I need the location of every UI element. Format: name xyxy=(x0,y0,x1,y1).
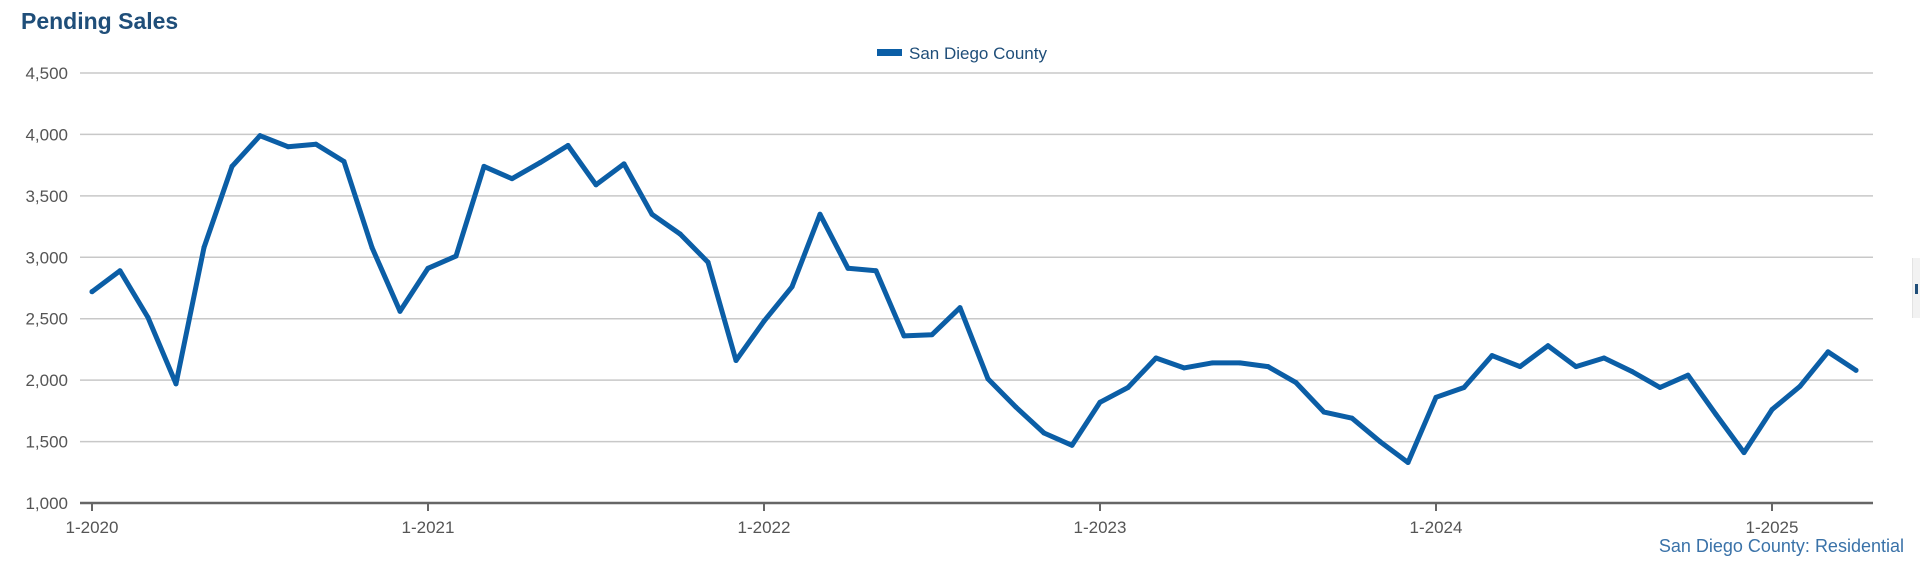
legend[interactable]: San Diego County xyxy=(877,44,1047,63)
data-point[interactable] xyxy=(453,253,459,259)
data-point[interactable] xyxy=(425,265,431,271)
data-point[interactable] xyxy=(1069,442,1075,448)
data-point[interactable] xyxy=(705,259,711,265)
y-tick-label: 1,000 xyxy=(25,494,68,513)
data-point[interactable] xyxy=(117,268,123,274)
gridlines xyxy=(80,72,1873,443)
data-point[interactable] xyxy=(1769,407,1775,413)
data-point[interactable] xyxy=(1713,412,1719,418)
data-point[interactable] xyxy=(369,244,375,250)
data-point[interactable] xyxy=(873,268,879,274)
data-point[interactable] xyxy=(1517,364,1523,370)
x-tick-label: 1-2024 xyxy=(1410,518,1463,537)
handle-mark-icon xyxy=(1915,284,1918,294)
data-point[interactable] xyxy=(1293,380,1299,386)
data-point[interactable] xyxy=(1685,372,1691,378)
data-point[interactable] xyxy=(957,305,963,311)
data-point[interactable] xyxy=(229,163,235,169)
data-point[interactable] xyxy=(1237,360,1243,366)
data-point[interactable] xyxy=(985,376,991,382)
x-tick-label: 1-2023 xyxy=(1074,518,1127,537)
y-tick-label: 4,500 xyxy=(25,64,68,83)
data-point[interactable] xyxy=(537,160,543,166)
data-point[interactable] xyxy=(1601,355,1607,361)
x-tick-label: 1-2025 xyxy=(1746,518,1799,537)
data-point[interactable] xyxy=(1125,385,1131,391)
data-point[interactable] xyxy=(677,231,683,237)
data-point[interactable] xyxy=(397,308,403,314)
data-point[interactable] xyxy=(1181,365,1187,371)
data-point[interactable] xyxy=(1321,409,1327,415)
data-point[interactable] xyxy=(1153,355,1159,361)
chart-title: Pending Sales xyxy=(21,8,179,34)
data-point[interactable] xyxy=(761,318,767,324)
x-tick-label: 1-2022 xyxy=(738,518,791,537)
data-point[interactable] xyxy=(929,332,935,338)
y-tick-label: 3,000 xyxy=(25,248,68,267)
data-point[interactable] xyxy=(1741,450,1747,456)
data-point[interactable] xyxy=(1377,439,1383,445)
data-point[interactable] xyxy=(621,161,627,167)
data-point[interactable] xyxy=(593,182,599,188)
data-point[interactable] xyxy=(1573,364,1579,370)
data-point[interactable] xyxy=(1265,364,1271,370)
y-axis-ticks: 1,000 1,500 2,000 2,500 3,000 3,500 4,000 4,500 xyxy=(25,64,68,513)
legend-label: San Diego County xyxy=(909,44,1047,63)
series-line xyxy=(89,133,1859,465)
x-axis-ticks: 1-2020 1-2021 1-2022 1-2023 1-2024 1-2025 xyxy=(66,503,1799,537)
x-tick-label: 1-2020 xyxy=(66,518,119,537)
data-point[interactable] xyxy=(649,211,655,217)
data-point[interactable] xyxy=(817,211,823,217)
y-tick-label: 3,500 xyxy=(25,187,68,206)
data-point[interactable] xyxy=(1657,385,1663,391)
data-point[interactable] xyxy=(341,158,347,164)
data-point[interactable] xyxy=(1545,343,1551,349)
data-point[interactable] xyxy=(285,144,291,150)
data-point[interactable] xyxy=(173,381,179,387)
data-point[interactable] xyxy=(789,284,795,290)
data-point[interactable] xyxy=(257,133,263,139)
source-note: San Diego County: Residential xyxy=(1658,536,1904,556)
data-point[interactable] xyxy=(1097,399,1103,405)
data-point[interactable] xyxy=(1825,349,1831,355)
data-point[interactable] xyxy=(1405,459,1411,465)
data-point[interactable] xyxy=(1041,430,1047,436)
data-point[interactable] xyxy=(1797,383,1803,389)
data-point[interactable] xyxy=(145,314,151,320)
data-point[interactable] xyxy=(1433,394,1439,400)
data-point[interactable] xyxy=(201,244,207,250)
data-point[interactable] xyxy=(1209,360,1215,366)
data-point[interactable] xyxy=(1853,367,1859,373)
data-point[interactable] xyxy=(313,141,319,147)
data-point[interactable] xyxy=(733,357,739,363)
x-tick-label: 1-2021 xyxy=(402,518,455,537)
data-point[interactable] xyxy=(481,163,487,169)
data-point[interactable] xyxy=(845,265,851,271)
y-tick-label: 4,000 xyxy=(25,125,68,144)
data-point[interactable] xyxy=(509,176,515,182)
data-point[interactable] xyxy=(565,142,571,148)
series-layer xyxy=(89,133,1859,465)
side-panel-handle[interactable] xyxy=(1912,258,1920,318)
data-point[interactable] xyxy=(1489,353,1495,359)
y-tick-label: 2,500 xyxy=(25,310,68,329)
y-tick-label: 2,000 xyxy=(25,371,68,390)
data-point[interactable] xyxy=(901,333,907,339)
legend-swatch xyxy=(877,49,902,56)
data-point[interactable] xyxy=(1629,369,1635,375)
y-tick-label: 1,500 xyxy=(25,433,68,452)
data-point[interactable] xyxy=(1349,415,1355,421)
data-point[interactable] xyxy=(1013,404,1019,410)
data-point[interactable] xyxy=(89,289,95,295)
data-point[interactable] xyxy=(1461,385,1467,391)
